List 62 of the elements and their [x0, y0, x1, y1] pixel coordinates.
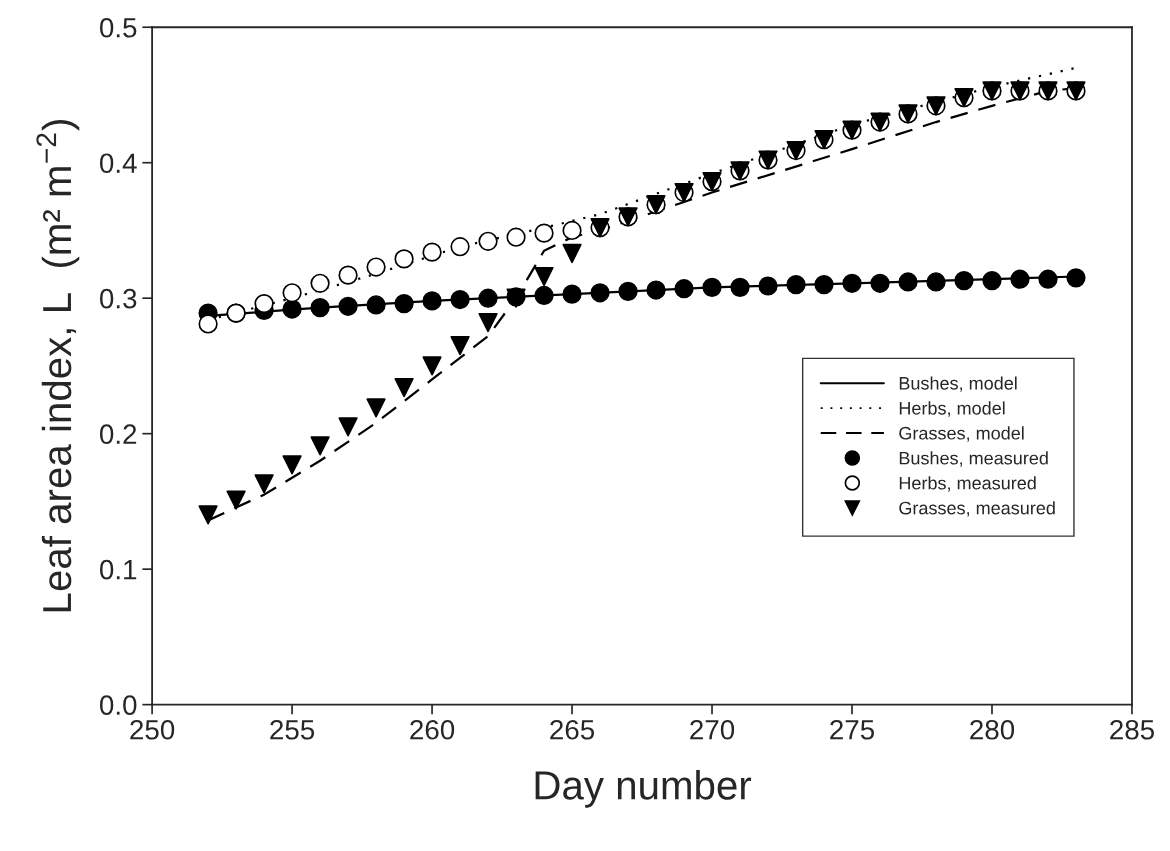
y-tick-label: 0.2	[99, 424, 137, 445]
point	[534, 285, 554, 306]
y-tick-label: 0.5	[99, 17, 137, 38]
point	[814, 275, 834, 295]
point	[562, 284, 582, 304]
x-tick-label: 270	[690, 719, 735, 740]
x-tick-label: 275	[830, 719, 875, 740]
x-tick-label: 285	[1110, 719, 1154, 740]
point	[954, 270, 974, 291]
point	[478, 288, 498, 308]
y-tick-label: 0.1	[99, 559, 137, 580]
point	[590, 283, 610, 303]
point	[786, 275, 806, 295]
x-tick-label: 265	[550, 719, 595, 740]
y-axis-title: Leaf area index, L (m² m$^{−2}$)	[36, 119, 80, 612]
x-tick-label: 260	[410, 719, 455, 740]
x-tick-label: 250	[130, 719, 175, 740]
point	[366, 257, 386, 277]
y-tick-label: 0.0	[99, 695, 137, 715]
point	[702, 277, 722, 297]
legend-label: Herbs, model	[899, 401, 1005, 417]
point	[282, 299, 302, 319]
point	[562, 220, 582, 241]
legend-label: Herbs, measured	[899, 476, 1036, 492]
point	[422, 291, 442, 311]
point	[898, 272, 918, 292]
point	[422, 242, 442, 262]
point	[366, 295, 386, 315]
point	[926, 272, 946, 292]
point	[394, 293, 414, 314]
point	[394, 249, 414, 269]
point	[982, 270, 1002, 291]
point	[730, 277, 750, 297]
point	[534, 223, 554, 243]
point	[310, 298, 330, 318]
point	[338, 265, 358, 285]
point	[646, 280, 666, 300]
point	[310, 273, 330, 293]
legend-label: Grasses, model	[899, 426, 1024, 442]
y-tick-label: 0.3	[99, 288, 137, 309]
legend-label: Bushes, measured	[899, 451, 1048, 467]
point	[338, 296, 358, 316]
point	[1038, 269, 1058, 289]
x-tick-label: 255	[270, 719, 315, 740]
point	[870, 273, 890, 293]
point	[758, 276, 778, 296]
point	[1066, 268, 1086, 288]
point	[254, 293, 274, 314]
point	[506, 227, 526, 247]
y-tick-label: 0.4	[99, 153, 137, 174]
legend-label: Grasses, measured	[899, 501, 1055, 517]
point	[842, 273, 862, 293]
point	[674, 279, 694, 299]
legend-label: Bushes, model	[899, 376, 1017, 392]
point	[478, 231, 498, 251]
point	[198, 314, 218, 334]
x-axis-title: Day number	[535, 770, 752, 808]
point	[1010, 269, 1030, 289]
x-tick-label: 280	[970, 719, 1015, 740]
point	[450, 237, 470, 257]
point	[450, 289, 470, 310]
point	[618, 281, 638, 302]
